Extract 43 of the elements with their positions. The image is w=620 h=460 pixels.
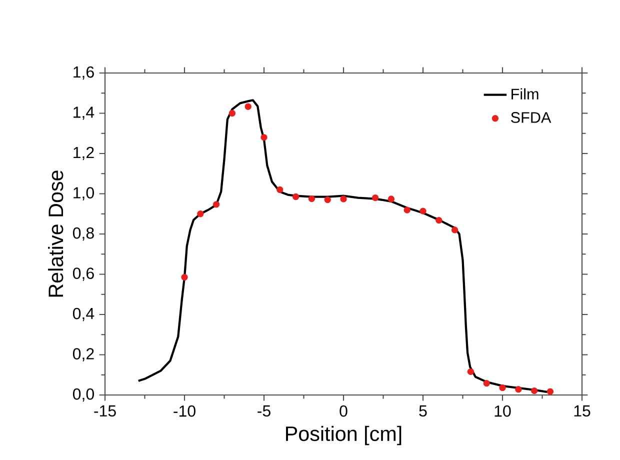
x-tick-label: 15 (574, 405, 590, 417)
x-tick-label: 0 (340, 405, 348, 417)
point (324, 196, 331, 204)
point (228, 110, 236, 117)
x-tick-label: 5 (419, 405, 427, 417)
legend-label: SFDA (511, 112, 552, 123)
x-tick-label: -10 (174, 405, 196, 417)
point (308, 195, 316, 202)
point (451, 226, 458, 234)
point (372, 194, 379, 202)
x-axis-title: Position [cm] (286, 426, 402, 446)
point (388, 196, 395, 202)
y-tick-label: 0,4 (72, 308, 94, 322)
point (244, 103, 252, 110)
point (292, 193, 300, 200)
point (276, 186, 284, 194)
x-tick-label: -5 (258, 405, 270, 417)
y-tick-label: 1,0 (74, 187, 94, 200)
point (515, 386, 522, 393)
point (181, 274, 188, 281)
point (197, 210, 204, 218)
y-tick-label: 1,6 (74, 66, 94, 80)
point (546, 388, 554, 395)
y-tick-label: 0,8 (72, 227, 94, 241)
y-tick-label: 0,0 (72, 388, 94, 402)
y-axis-title: Relative Dose (48, 170, 64, 297)
y-tick-label: 1,4 (74, 106, 94, 120)
point (404, 206, 410, 214)
point (499, 384, 506, 392)
legend-label: Film (512, 88, 538, 100)
x-tick-label: 10 (494, 405, 511, 417)
y-tick-label: 1,2 (74, 146, 94, 160)
point (467, 368, 474, 375)
y-tick-label: 0,6 (72, 268, 94, 281)
point (260, 134, 268, 141)
point (483, 380, 490, 387)
point (340, 196, 347, 202)
point (212, 201, 220, 208)
point (530, 387, 538, 394)
point (420, 208, 426, 214)
point (436, 216, 442, 224)
y-tick-label: 0,2 (72, 348, 94, 362)
x-tick-label: -15 (94, 405, 116, 417)
